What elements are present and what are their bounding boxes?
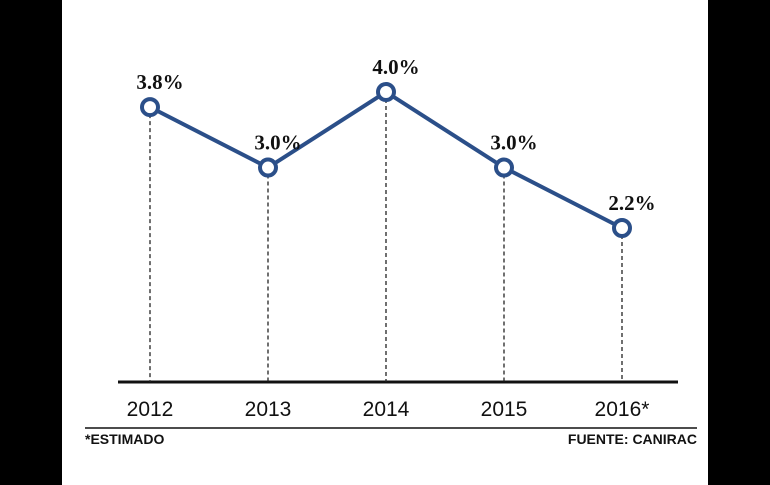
- point: [494, 157, 514, 178]
- point: [258, 157, 278, 178]
- x-tick-label: 2015: [481, 398, 528, 421]
- point: [612, 218, 632, 238]
- point: [140, 97, 160, 118]
- x-tick-label: 2012: [127, 398, 174, 421]
- x-tick-label: 2014: [363, 398, 410, 421]
- footnote: *ESTIMADO: [85, 431, 164, 447]
- x-tick-label: 2013: [245, 398, 292, 421]
- data-label: 3.8%: [136, 70, 183, 94]
- x-tick-label: 2016*: [595, 398, 650, 421]
- panel: [62, 0, 708, 485]
- source: FUENTE: CANIRAC: [568, 431, 697, 447]
- data-label: 2.2%: [608, 191, 655, 215]
- data-label: 3.0%: [254, 131, 301, 155]
- data-label: 3.0%: [490, 131, 537, 155]
- point: [376, 82, 396, 102]
- data-label: 4.0%: [372, 55, 419, 79]
